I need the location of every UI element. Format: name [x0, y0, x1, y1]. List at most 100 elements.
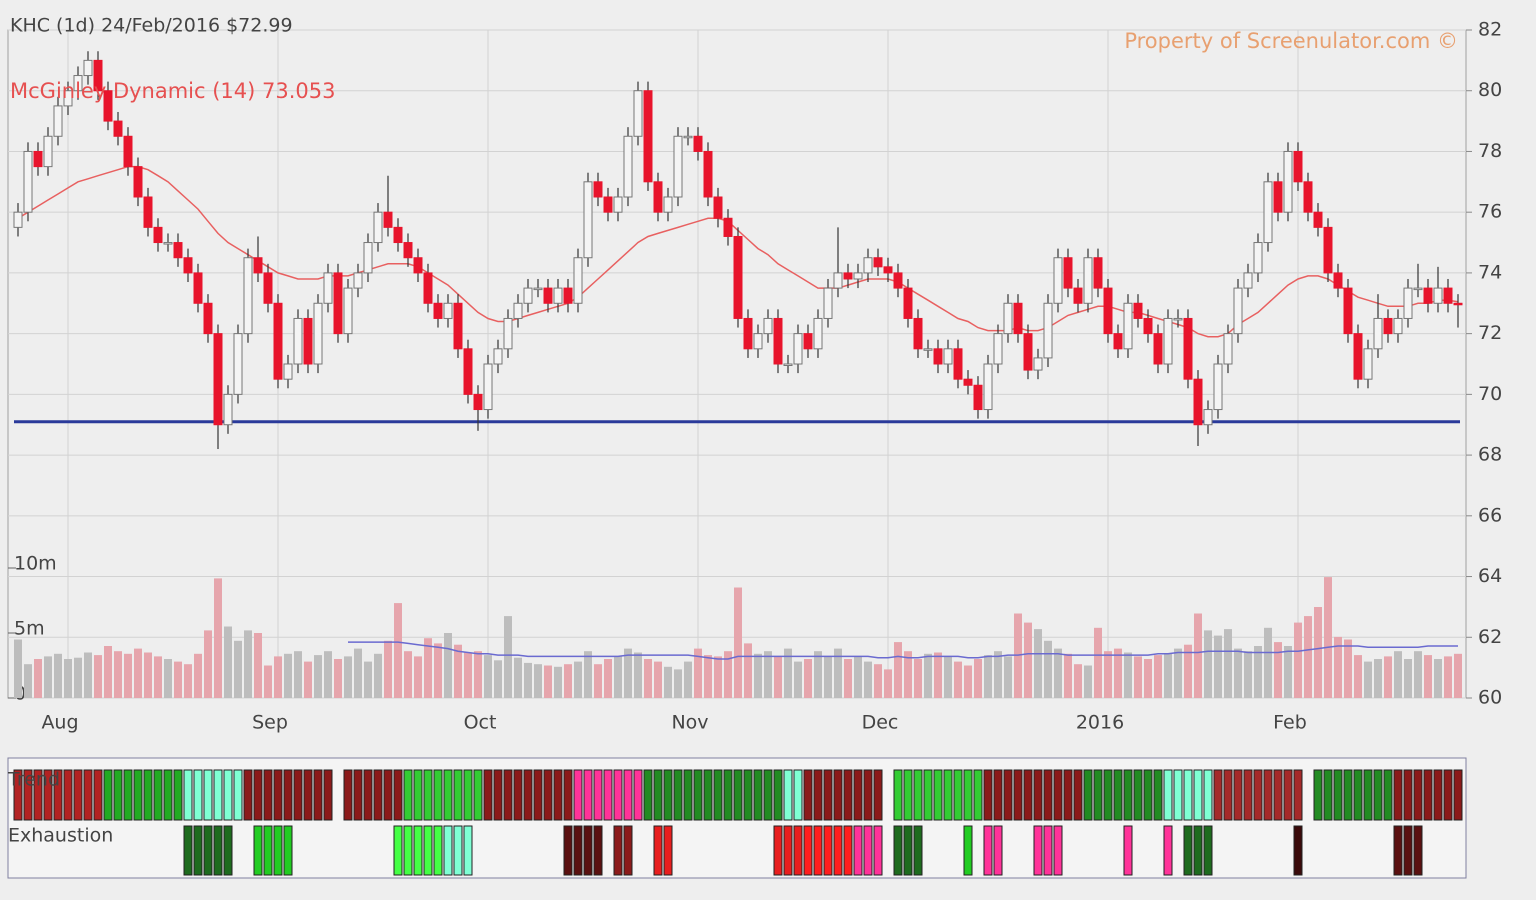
trend-bar	[733, 769, 743, 821]
candle-body	[233, 333, 243, 395]
trend-bar	[713, 769, 723, 821]
trend-bar	[403, 769, 413, 821]
trend-bar	[313, 769, 323, 821]
candle-body	[1183, 317, 1193, 380]
candle-body	[1363, 348, 1373, 380]
candle-body	[263, 272, 273, 304]
candle-body	[1133, 302, 1143, 319]
volume-bar	[974, 659, 982, 698]
volume-bar	[1444, 656, 1452, 698]
volume-bar	[284, 653, 292, 698]
volume-bar	[1044, 640, 1052, 698]
trend-bar	[653, 769, 663, 821]
candle-body	[713, 196, 723, 219]
volume-bar	[234, 640, 242, 698]
trend-bar	[53, 769, 63, 821]
chart-layer: 60 62 64 66 68 70 72 74 76 78 80 82 Aug Sep Oct Nov Dec 2…	[8, 19, 1502, 876]
trend-bar	[703, 769, 713, 821]
candle-body	[613, 196, 623, 213]
volume-bar	[1324, 577, 1332, 698]
candle-body	[1213, 363, 1223, 411]
candle-body	[653, 181, 663, 213]
volume-bar	[254, 633, 262, 698]
candle-body	[843, 272, 853, 280]
trend-bar	[633, 769, 643, 821]
trend-bar	[933, 769, 943, 821]
volume-bar	[1434, 659, 1442, 698]
trend-bar	[893, 769, 903, 821]
candle-body	[773, 317, 783, 365]
exhaustion-label: Exhaustion	[8, 825, 113, 847]
exhaustion-bar	[453, 825, 463, 876]
y-tick-label: 64	[1478, 565, 1502, 587]
volume-bar	[704, 655, 712, 698]
volume-bar	[324, 651, 332, 698]
trend-bar	[1053, 769, 1063, 821]
trend-bar	[393, 769, 403, 821]
trend-bar	[693, 769, 703, 821]
volume-bar	[374, 653, 382, 698]
candle-body	[1293, 150, 1303, 183]
volume-bar	[1294, 622, 1302, 698]
trend-bar	[1023, 769, 1033, 821]
volume-bar	[934, 652, 942, 698]
volume-bar	[314, 655, 322, 698]
candle-body	[123, 135, 133, 168]
trend-bar	[1333, 769, 1343, 821]
trend-bar	[43, 769, 53, 821]
trend-bar	[1233, 769, 1243, 821]
candle-body	[483, 363, 493, 411]
volume-bar	[694, 648, 702, 698]
candle-body	[413, 257, 423, 274]
candle-body	[733, 235, 743, 319]
candle-body	[963, 378, 973, 386]
volume-bar	[1454, 653, 1462, 698]
candle-body	[1033, 357, 1043, 371]
candle-body	[283, 363, 293, 380]
volume-bar	[944, 656, 952, 698]
exhaustion-bar	[1193, 825, 1203, 876]
volume-bar	[654, 661, 662, 698]
candle-body	[113, 120, 123, 137]
exhaustion-bar	[583, 825, 593, 876]
trend-bar	[1033, 769, 1043, 821]
candle-body	[1283, 150, 1293, 213]
exhaustion-bar	[1203, 825, 1213, 876]
exhaustion-bar	[593, 825, 603, 876]
trend-bar	[1363, 769, 1373, 821]
trend-bar	[1223, 769, 1233, 821]
candle-body	[683, 135, 693, 139]
trend-bar	[473, 769, 483, 821]
trend-bar	[373, 769, 383, 821]
candle-body	[213, 333, 223, 426]
candle-body	[633, 90, 643, 137]
trend-bar	[1193, 769, 1203, 821]
candle-body	[163, 242, 173, 245]
volume-bar	[264, 665, 272, 698]
trend-bar	[1443, 769, 1453, 821]
trend-bar	[563, 769, 573, 821]
trend-bar	[843, 769, 853, 821]
trend-bar	[753, 769, 763, 821]
volume-bar	[864, 661, 872, 698]
volume-bar	[624, 648, 632, 698]
volume-bar	[1284, 646, 1292, 698]
volume-bar	[514, 657, 522, 698]
trend-bar	[603, 769, 613, 821]
candle-body	[1053, 257, 1063, 304]
trend-bar	[483, 769, 493, 821]
candle-body	[13, 211, 23, 228]
candle-body	[313, 302, 323, 365]
y-tick-label: 60	[1478, 687, 1502, 709]
volume-bar	[904, 651, 912, 698]
trend-bar	[243, 769, 253, 821]
volume-bar	[504, 616, 512, 698]
y-tick-label: 66	[1478, 504, 1502, 526]
volume-bar	[1154, 655, 1162, 698]
candle-body	[813, 317, 823, 350]
trend-bar	[1243, 769, 1253, 821]
candle-body	[453, 302, 463, 350]
trend-bar	[803, 769, 813, 821]
candle-body	[153, 226, 163, 244]
exhaustion-bar	[773, 825, 783, 876]
